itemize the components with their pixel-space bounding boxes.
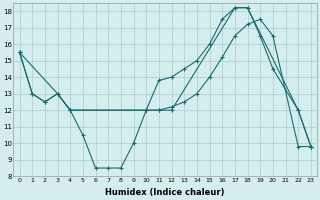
- X-axis label: Humidex (Indice chaleur): Humidex (Indice chaleur): [106, 188, 225, 197]
